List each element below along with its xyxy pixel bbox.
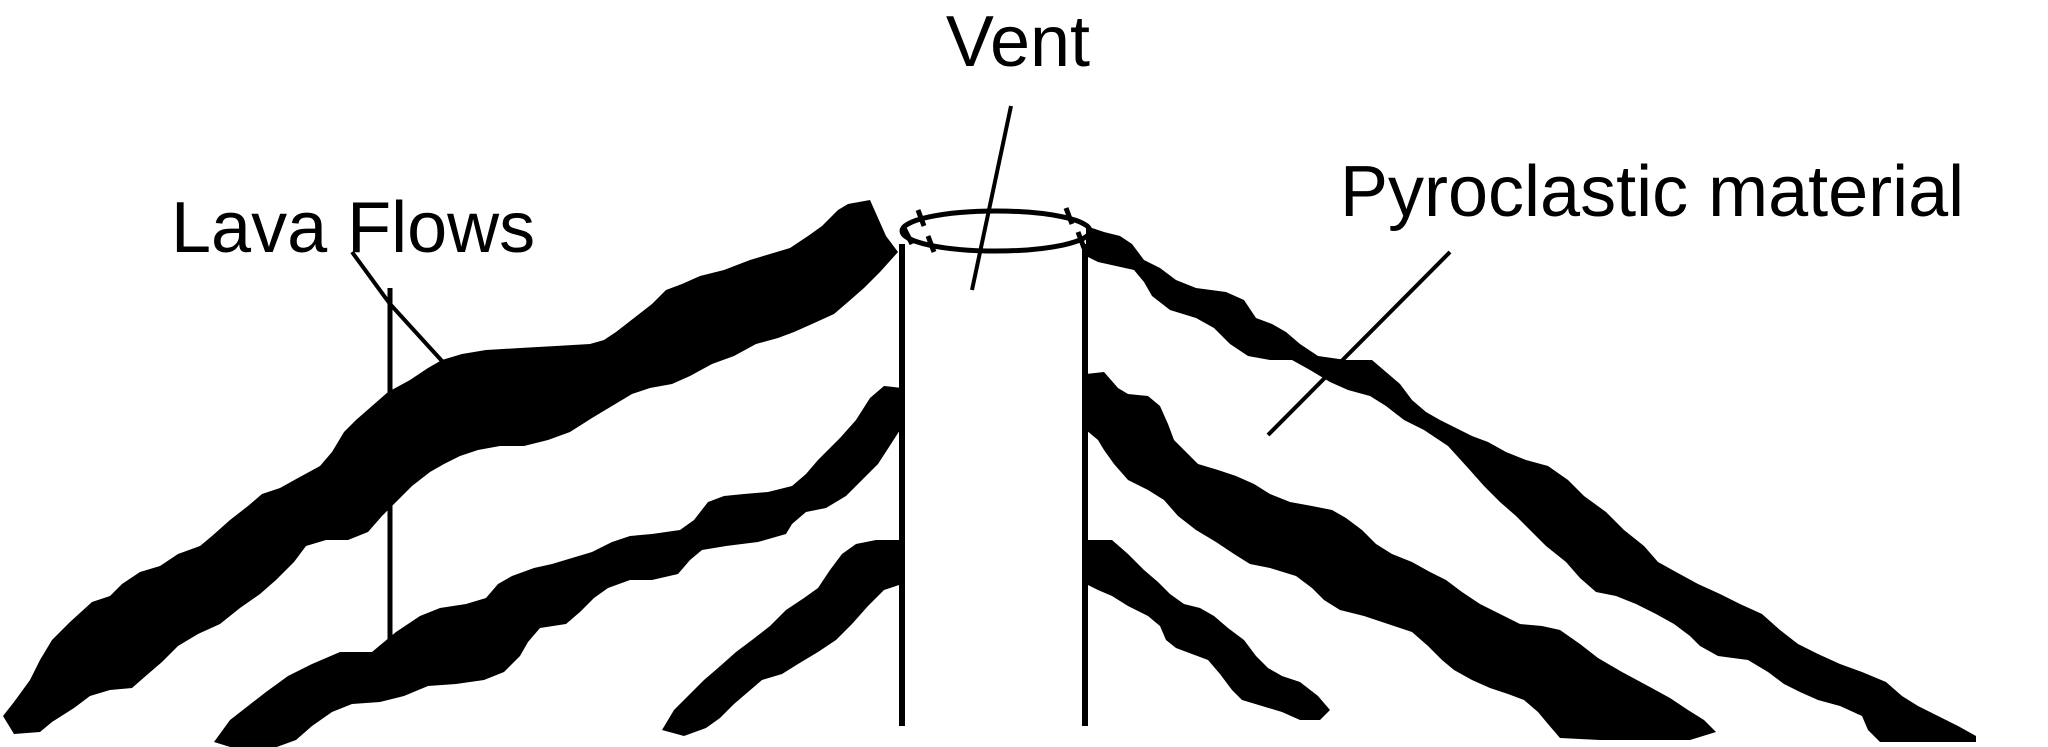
lava-flow-left-upper <box>3 200 898 734</box>
crater-ticks <box>901 207 1087 253</box>
lava-flow-right-upper <box>1086 226 1976 742</box>
lava-flow-right-lower <box>1086 540 1330 720</box>
lava-flows-leader-line <box>350 250 454 374</box>
pyroclastic-leader-line <box>1266 250 1452 437</box>
lava-flow-bands <box>3 200 1976 747</box>
vent-leader-line <box>970 105 1013 291</box>
lava-flow-left-lower <box>662 540 902 736</box>
pyroclastic-material-label: Pyroclastic material <box>1340 152 1964 232</box>
crater-rim <box>899 207 1093 254</box>
lava-flow-right-middle <box>1086 372 1716 740</box>
conduit <box>899 244 1088 726</box>
lava-flow-left-middle <box>214 386 902 747</box>
vent-label: Vent <box>946 2 1090 82</box>
